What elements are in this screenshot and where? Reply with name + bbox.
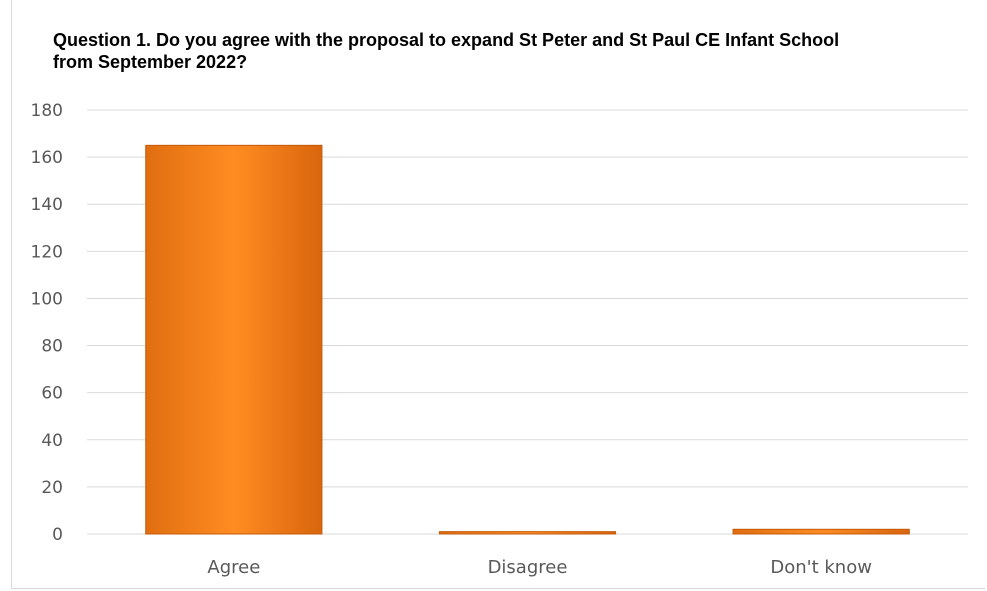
y-tick-label: 100 — [31, 289, 63, 309]
y-tick-label: 60 — [41, 384, 63, 404]
bar-disagree — [438, 531, 617, 535]
chart-frame — [11, 0, 985, 589]
y-tick-label: 80 — [41, 337, 63, 357]
y-tick-label: 120 — [31, 242, 63, 262]
y-tick-label: 140 — [31, 195, 63, 215]
y-tick-label: 180 — [31, 101, 63, 121]
y-tick-label: 160 — [31, 148, 63, 168]
x-category-label: Agree — [207, 557, 260, 578]
y-tick-label: 40 — [41, 431, 63, 451]
y-axis-tick-labels: 0 20 40 60 80 100 120 140 160 180 — [31, 101, 63, 545]
x-category-label: Don't know — [770, 557, 872, 578]
y-tick-label: 0 — [52, 525, 63, 545]
bar-agree — [145, 144, 323, 535]
bar-don-t-know — [732, 528, 910, 535]
x-axis-category-labels: Agree Disagree Don't know — [207, 557, 872, 578]
y-tick-label: 20 — [41, 478, 63, 498]
chart-title: Question 1. Do you agree with the propos… — [53, 30, 840, 72]
x-category-label: Disagree — [488, 557, 568, 578]
bars — [145, 144, 910, 535]
